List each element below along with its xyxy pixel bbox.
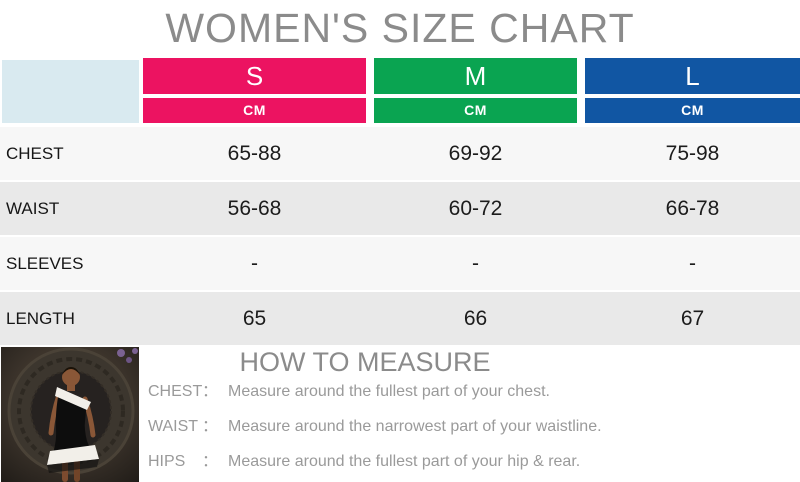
table-row-waist: WAIST 56-68 60-72 66-78 — [0, 182, 800, 235]
row-label: CHEST — [6, 144, 64, 163]
measure-colon: ： — [202, 383, 219, 400]
measure-instructions: CHEST： Measure around the fullest part of… — [148, 382, 708, 471]
cell-value: - — [472, 252, 479, 275]
table-row-length: LENGTH 65 66 67 — [0, 292, 800, 345]
row-label: SLEEVES — [6, 254, 84, 273]
product-photo — [1, 347, 139, 482]
cell-value: 66 — [463, 307, 488, 330]
measure-label: CHEST — [148, 383, 203, 400]
measure-text: Measure around the fullest part of your … — [228, 453, 581, 470]
cell-value: 75-98 — [665, 142, 720, 165]
measure-label: WAIST — [148, 418, 199, 435]
how-to-measure-title: HOW TO MEASURE — [239, 347, 491, 377]
cell-value: - — [689, 252, 696, 275]
row-label: WAIST — [6, 199, 60, 218]
cell-value: - — [251, 252, 258, 275]
cell-value: 65-88 — [227, 142, 282, 165]
table-row-chest: CHEST 65-88 69-92 75-98 — [0, 127, 800, 180]
unit-header-s: CM — [143, 98, 366, 123]
page-title: WOMEN'S SIZE CHART — [165, 5, 635, 51]
measure-line-hips: HIPS ： Measure around the fullest part of … — [148, 452, 708, 471]
cell-value: 65 — [242, 307, 267, 330]
model-photo-illustration — [1, 347, 139, 482]
measure-line-waist: WAIST： Measure around the narrowest part … — [148, 417, 708, 436]
cell-value: 67 — [680, 307, 705, 330]
size-header-m: M — [374, 58, 577, 94]
measure-label: HIPS — [148, 453, 186, 470]
size-header-l: L — [585, 58, 800, 94]
cell-value: 69-92 — [448, 142, 503, 165]
cell-value: 66-78 — [665, 197, 720, 220]
size-header-s: S — [143, 58, 366, 94]
measure-line-chest: CHEST： Measure around the fullest part of… — [148, 382, 708, 401]
table-corner-cell — [2, 60, 139, 123]
cell-value: 60-72 — [448, 197, 503, 220]
unit-header-l: CM — [585, 98, 800, 123]
measure-colon: ： — [202, 453, 219, 470]
unit-header-m: CM — [374, 98, 577, 123]
measure-text: Measure around the narrowest part of you… — [228, 418, 602, 435]
cell-value: 56-68 — [227, 197, 282, 220]
row-label: LENGTH — [6, 309, 75, 328]
measure-text: Measure around the fullest part of your … — [228, 383, 550, 400]
table-row-sleeves: SLEEVES - - - — [0, 237, 800, 290]
measure-colon: ： — [202, 418, 219, 435]
